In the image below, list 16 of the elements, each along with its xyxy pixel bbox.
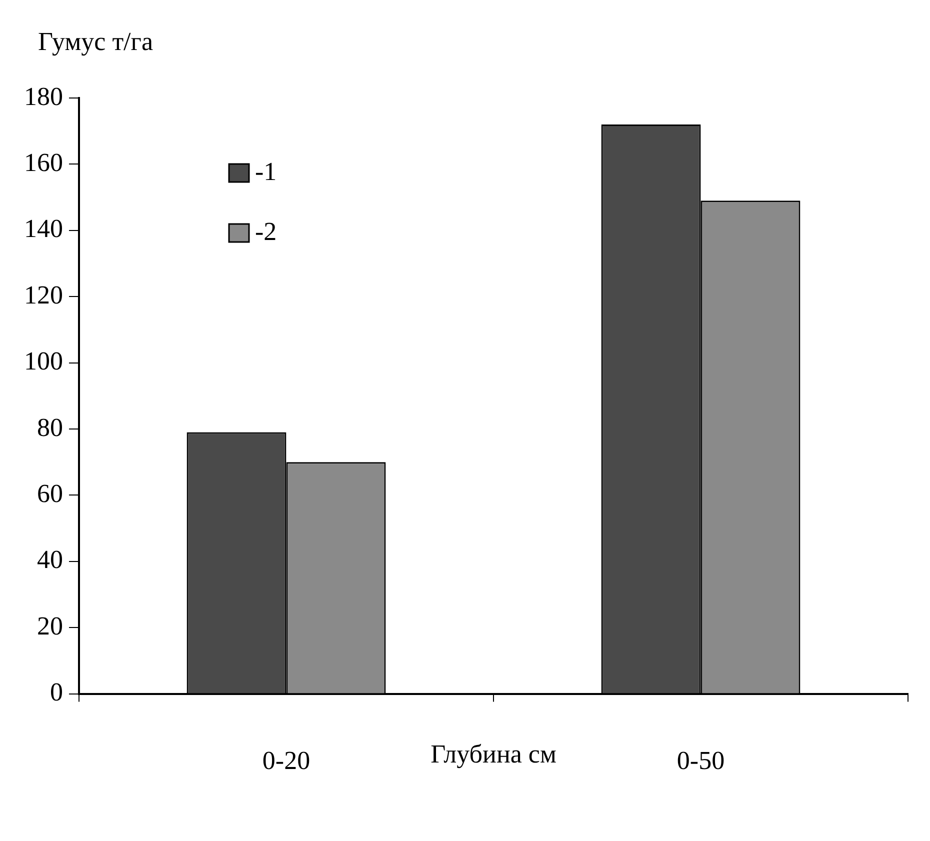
y-tick-label: 80	[37, 412, 63, 442]
y-tick-label: 60	[37, 479, 63, 508]
legend-label: -2	[255, 216, 277, 246]
y-tick-label: 140	[24, 214, 63, 244]
y-tick-label: 40	[37, 545, 63, 574]
y-tick-label: 20	[37, 611, 63, 640]
y-tick-label: 160	[24, 148, 63, 178]
legend-label: -1	[255, 156, 277, 186]
y-tick-label: 0	[50, 678, 63, 707]
y-tick-label: 120	[24, 280, 63, 310]
x-tick-label: 0-20	[262, 746, 310, 776]
y-axis-title: Гумус т/га	[38, 27, 154, 56]
x-axis-title: Глубина см	[430, 740, 556, 769]
y-tick-label: 100	[24, 346, 63, 376]
x-tick-label: 0-50	[676, 746, 725, 776]
y-tick-label: 180	[24, 82, 63, 111]
